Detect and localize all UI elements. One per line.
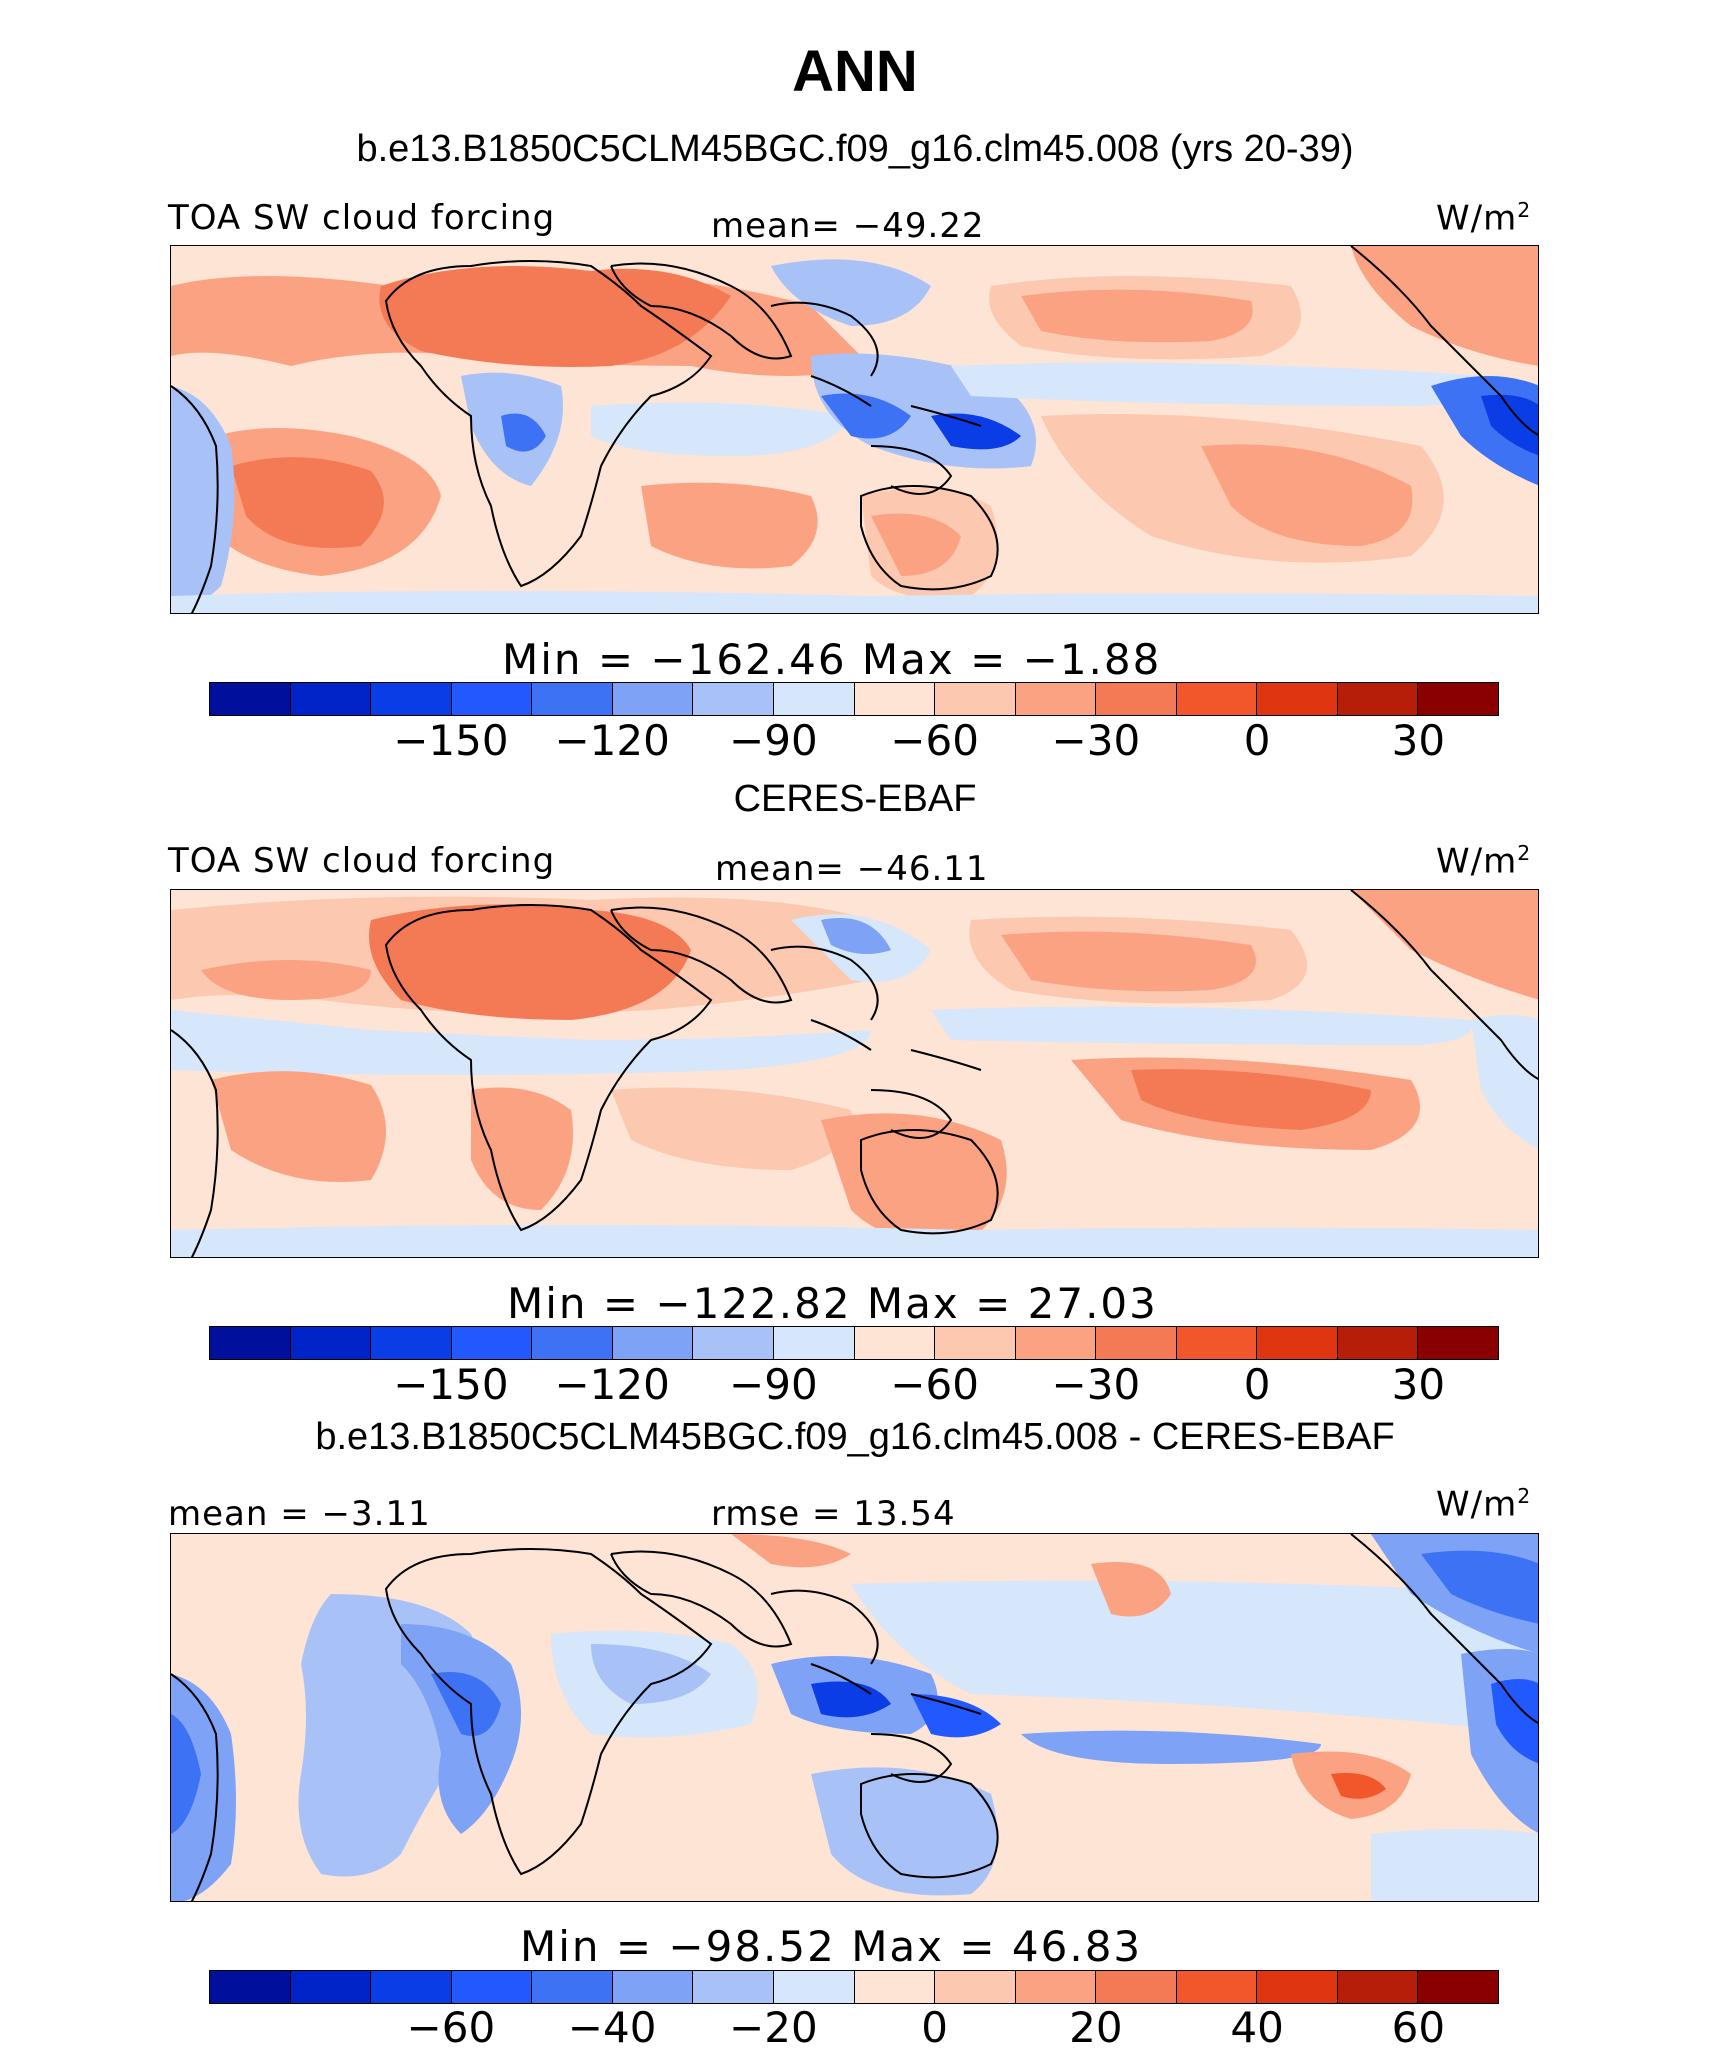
colorbar-tick-label: −90 — [729, 716, 818, 765]
colorbar-swatch — [290, 1971, 372, 2003]
panel-2-variable-label: TOA SW cloud forcing — [168, 841, 556, 881]
colorbar-swatch — [773, 683, 855, 715]
colorbar-swatch — [1257, 1971, 1338, 2003]
colorbar-swatch — [532, 683, 613, 715]
colorbar-tick-label: 0 — [1243, 1360, 1271, 1409]
colorbar-tick-label: 40 — [1230, 2003, 1284, 2052]
colorbar-swatch — [612, 683, 694, 715]
panel-3-heading: b.e13.B1850C5CLM45BGC.f09_g16.clm45.008 … — [315, 1416, 1395, 1458]
panel-3-contour-field — [171, 1534, 1538, 1901]
panel-2-mean-label: mean= −46.11 — [715, 849, 989, 889]
colorbar-swatch — [210, 1971, 291, 2003]
colorbar-tick-label: 60 — [1391, 2003, 1446, 2052]
colorbar-tick-label: −40 — [567, 2003, 657, 2052]
colorbar-swatch — [1418, 1327, 1498, 1359]
panel-2-minmax: Min = −122.82 Max = 27.03 — [507, 1279, 1158, 1328]
colorbar-swatch — [1176, 1971, 1258, 2003]
colorbar-swatch — [854, 1327, 936, 1359]
panel-2-map — [170, 889, 1539, 1258]
colorbar-tick-label: 0 — [921, 2003, 948, 2052]
panel-3-map — [170, 1533, 1539, 1902]
colorbar-swatch — [1257, 1327, 1338, 1359]
colorbar-swatch — [612, 1327, 694, 1359]
colorbar-swatch — [1176, 1327, 1258, 1359]
colorbar-swatch — [1015, 1971, 1097, 2003]
colorbar-swatch — [1337, 1327, 1419, 1359]
colorbar-swatch — [290, 683, 372, 715]
colorbar-swatch — [1176, 683, 1258, 715]
panel-2-units-label: W/m2 — [1436, 841, 1532, 882]
panel-1-units-label: W/m2 — [1436, 198, 1532, 239]
colorbar-swatch — [451, 1327, 533, 1359]
colorbar-swatch — [1418, 683, 1498, 715]
panel-3-minmax: Min = −98.52 Max = 46.83 — [520, 1922, 1143, 1971]
colorbar-swatch — [451, 1971, 533, 2003]
colorbar-tick-label: −120 — [554, 1360, 670, 1409]
panel-3-units-label: W/m2 — [1436, 1484, 1532, 1525]
colorbar-swatch — [854, 683, 936, 715]
colorbar-swatch — [1096, 1327, 1177, 1359]
colorbar-swatch — [1096, 683, 1177, 715]
colorbar-swatch — [1015, 683, 1097, 715]
colorbar-swatch — [935, 1327, 1016, 1359]
colorbar-tick-label: −150 — [393, 716, 509, 765]
colorbar-tick-label: 30 — [1391, 1360, 1446, 1409]
panel-1-minmax: Min = −162.46 Max = −1.88 — [502, 635, 1162, 684]
colorbar-tick-label: −120 — [554, 716, 670, 765]
colorbar-swatch — [935, 683, 1016, 715]
panel-3-colorbar — [209, 1970, 1499, 2004]
colorbar-tick-label: 30 — [1391, 716, 1446, 765]
panel-1-contour-field — [171, 246, 1538, 613]
colorbar-tick-label: −60 — [890, 1360, 979, 1409]
colorbar-swatch — [210, 1327, 291, 1359]
colorbar-tick-label: −150 — [393, 1360, 509, 1409]
panel-1-variable-label: TOA SW cloud forcing — [168, 198, 556, 238]
colorbar-tick-label: 20 — [1069, 2003, 1123, 2052]
colorbar-swatch — [1096, 1971, 1177, 2003]
colorbar-swatch — [1337, 683, 1419, 715]
colorbar-swatch — [371, 683, 452, 715]
colorbar-swatch — [290, 1327, 372, 1359]
colorbar-tick-label: −30 — [1051, 1360, 1141, 1409]
colorbar-swatch — [532, 1971, 613, 2003]
colorbar-swatch — [371, 1971, 452, 2003]
colorbar-swatch — [532, 1327, 613, 1359]
panel-1-mean-label: mean= −49.22 — [711, 206, 985, 246]
colorbar-tick-label: −60 — [890, 716, 979, 765]
colorbar-swatch — [1015, 1327, 1097, 1359]
panel-2-colorbar — [209, 1326, 1499, 1360]
colorbar-swatch — [210, 683, 291, 715]
panel-3-rmse-label: rmse = 13.54 — [711, 1494, 956, 1534]
colorbar-swatch — [773, 1327, 855, 1359]
colorbar-swatch — [693, 683, 774, 715]
colorbar-tick-label: −30 — [1051, 716, 1141, 765]
colorbar-swatch — [1257, 683, 1338, 715]
colorbar-swatch — [1418, 1971, 1498, 2003]
colorbar-swatch — [854, 1971, 936, 2003]
colorbar-swatch — [371, 1327, 452, 1359]
colorbar-tick-label: −20 — [729, 2003, 818, 2052]
panel-1-map — [170, 245, 1539, 614]
colorbar-tick-label: −90 — [729, 1360, 818, 1409]
figure-title: ANN — [792, 39, 918, 104]
panel-1-colorbar — [209, 682, 1499, 716]
colorbar-swatch — [612, 1971, 694, 2003]
colorbar-swatch — [693, 1327, 774, 1359]
panel-1-heading: b.e13.B1850C5CLM45BGC.f09_g16.clm45.008 … — [356, 128, 1354, 170]
panel-2-heading: CERES-EBAF — [733, 778, 977, 820]
colorbar-swatch — [935, 1971, 1016, 2003]
colorbar-swatch — [1337, 1971, 1419, 2003]
panel-2-contour-field — [171, 890, 1538, 1257]
colorbar-swatch — [773, 1971, 855, 2003]
panel-3-mean-label: mean = −3.11 — [168, 1494, 431, 1534]
colorbar-tick-label: 0 — [1243, 716, 1271, 765]
colorbar-swatch — [451, 683, 533, 715]
colorbar-tick-label: −60 — [406, 2003, 496, 2052]
colorbar-swatch — [693, 1971, 774, 2003]
